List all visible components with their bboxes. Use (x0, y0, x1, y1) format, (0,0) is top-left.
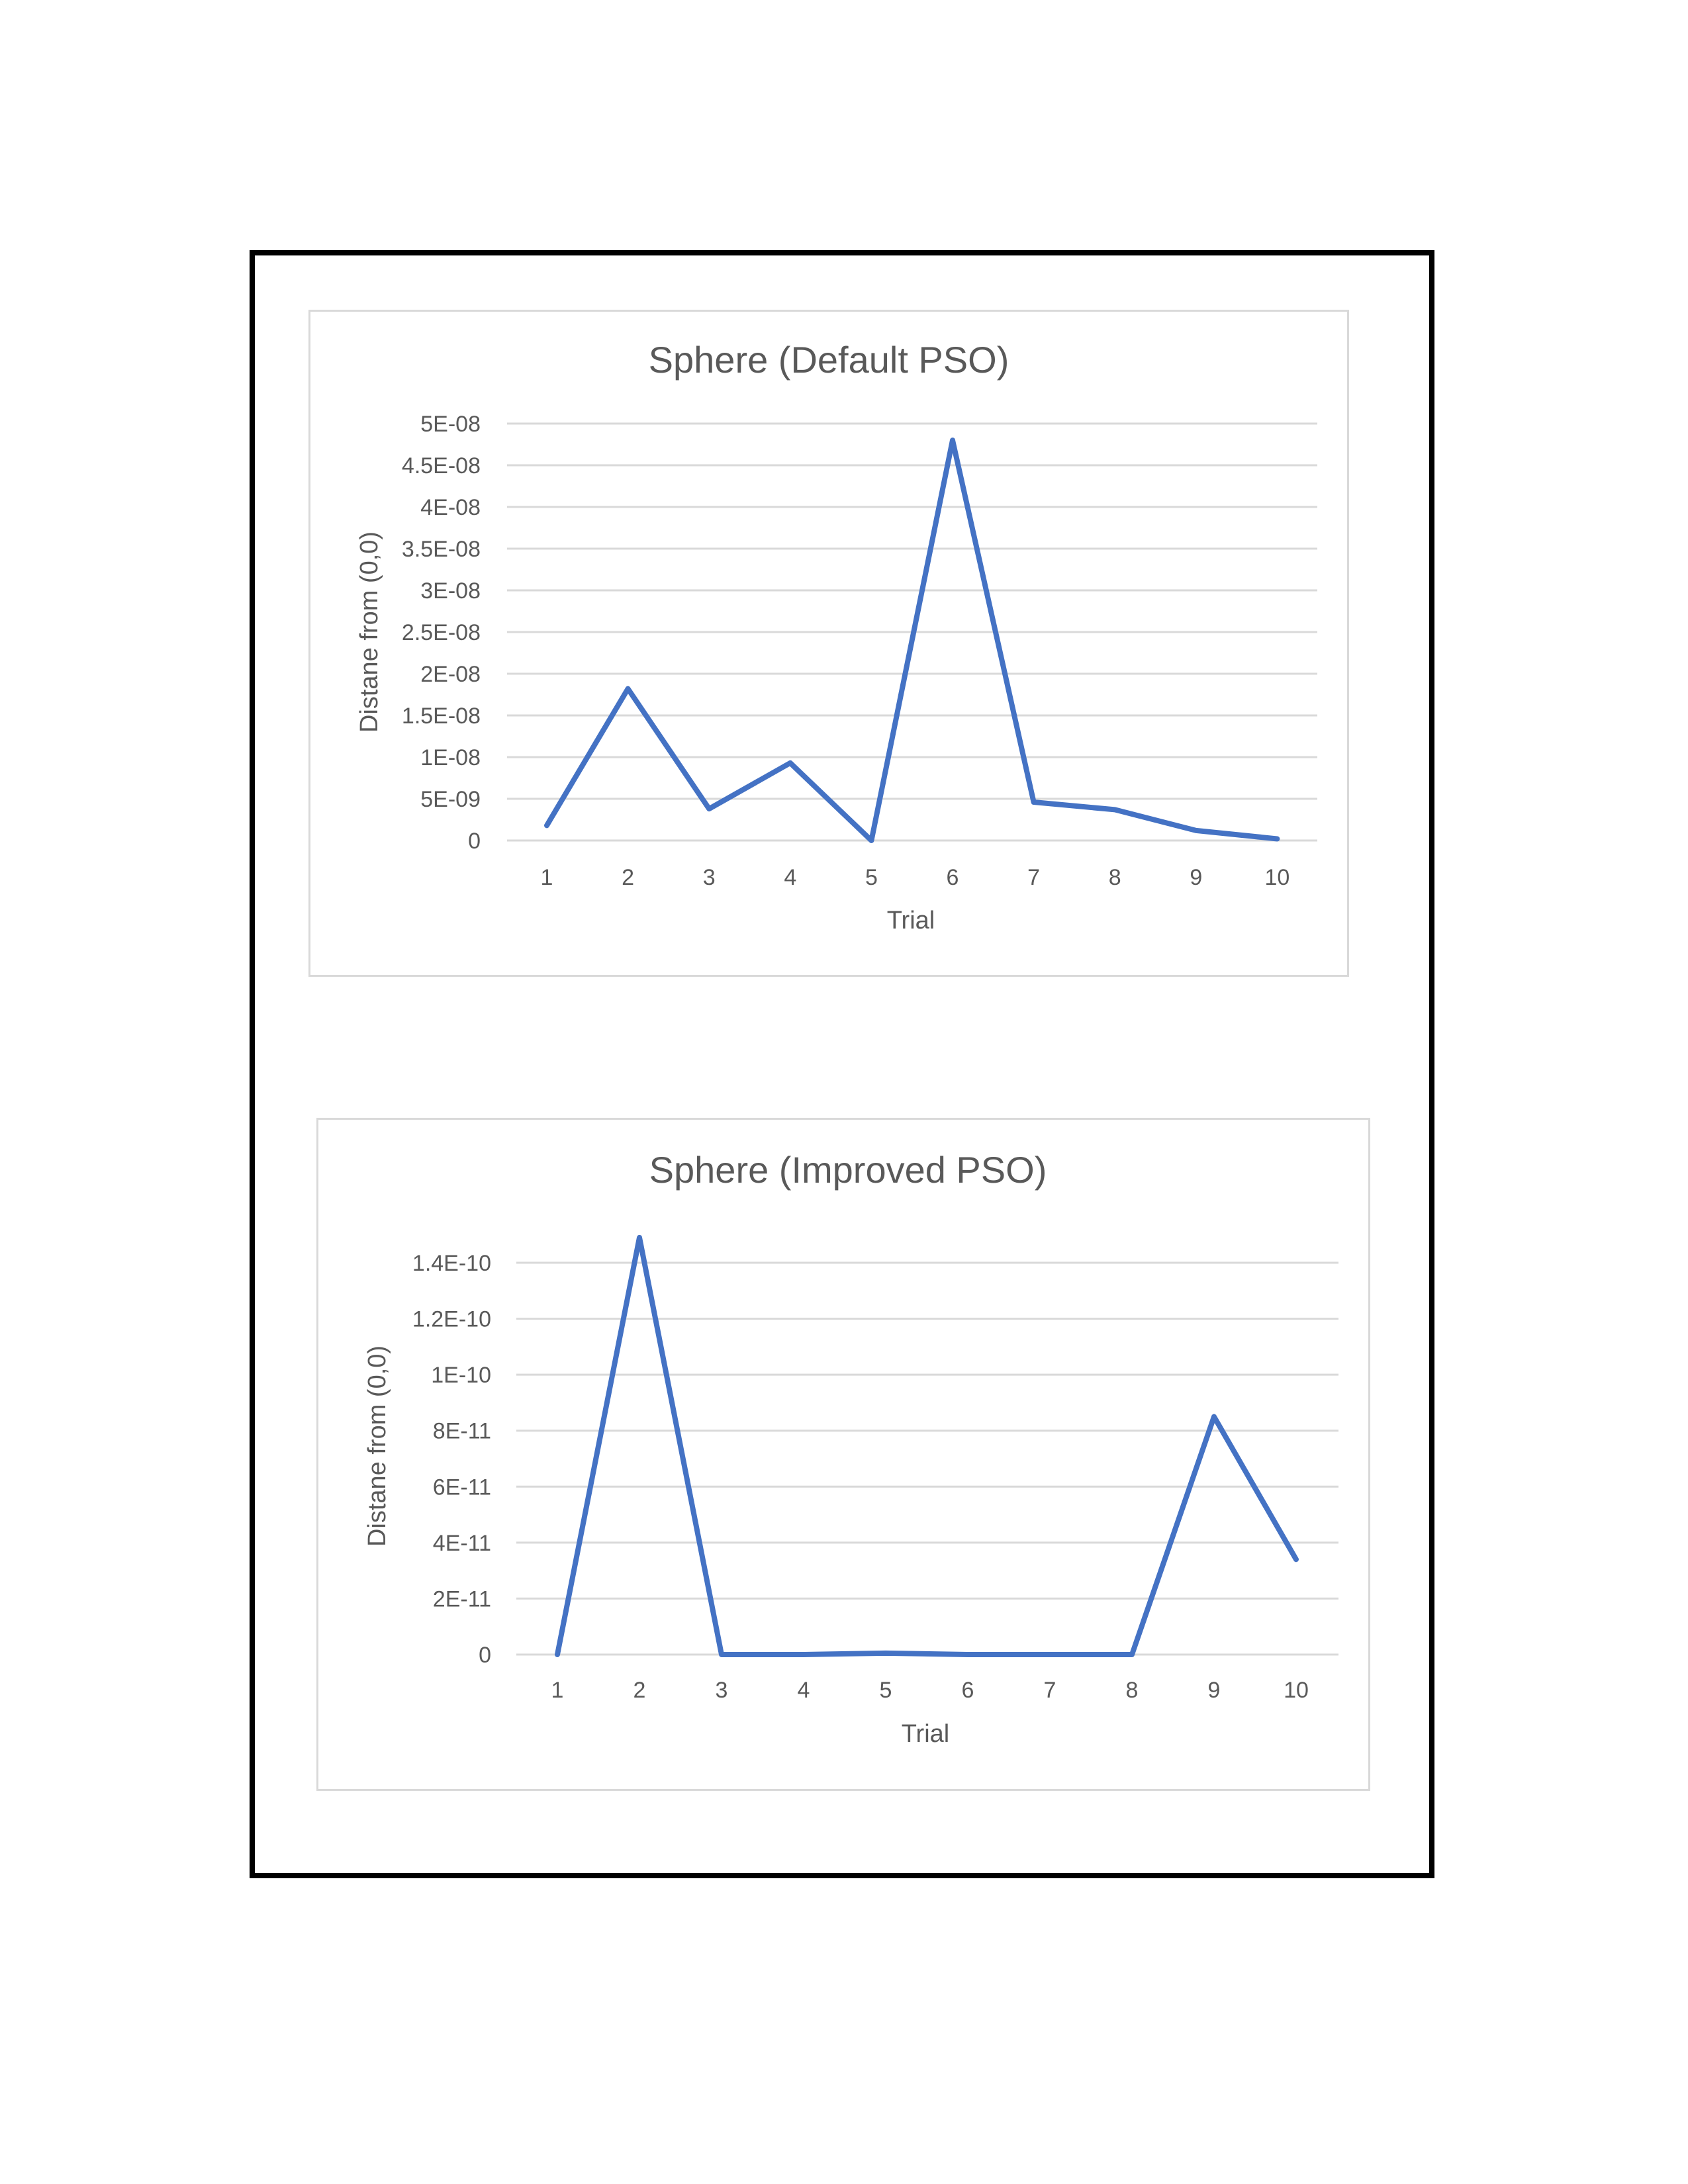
series-layer (555, 1234, 1299, 1657)
x-tick-label: 8 (1126, 1678, 1139, 1703)
x-axis-title: Trial (887, 907, 935, 934)
y-tick-label: 2E-08 (420, 662, 481, 687)
chart-title: Sphere (Improved PSO) (649, 1149, 1047, 1191)
y-tick-label: 5E-09 (420, 787, 481, 812)
x-tick-label: 6 (947, 865, 959, 890)
y-tick-label: 3.5E-08 (402, 537, 481, 562)
y-axis-title: Distane from (0,0) (363, 1345, 391, 1547)
x-tick-label: 9 (1208, 1678, 1221, 1703)
series-layer (544, 437, 1280, 843)
x-tick-label: 7 (1027, 865, 1040, 890)
x-tick-label: 1 (541, 865, 553, 890)
y-tick-label: 3E-08 (420, 578, 481, 604)
y-tick-label: 2E-11 (433, 1586, 491, 1612)
series-line (555, 1234, 1299, 1657)
x-tick-label: 6 (962, 1678, 974, 1703)
y-axis-ticks: 0 5E-09 1E-08 1.5E-08 2E-08 2.5E-08 3E-08 3.5E-… (402, 412, 481, 854)
x-axis-ticks: 1 2 3 4 5 6 7 8 9 10 (541, 865, 1290, 890)
gridlines (516, 1261, 1338, 1656)
y-axis-ticks: 0 2E-11 4E-11 6E-11 8E-11 1E-10 1.2E-10 1.4E-10 (412, 1251, 491, 1668)
x-tick-label: 2 (622, 865, 634, 890)
y-tick-label: 5E-08 (420, 412, 481, 437)
chart-title: Sphere (Default PSO) (649, 339, 1009, 381)
x-tick-label: 8 (1109, 865, 1121, 890)
series-line (544, 437, 1280, 843)
x-tick-label: 1 (551, 1678, 564, 1703)
x-tick-label: 5 (880, 1678, 892, 1703)
y-tick-label: 1.4E-10 (412, 1251, 491, 1276)
y-tick-label: 4E-11 (433, 1531, 491, 1556)
x-axis-ticks: 1 2 3 4 5 6 7 8 9 10 (551, 1678, 1309, 1703)
x-tick-label: 2 (633, 1678, 646, 1703)
x-tick-label: 7 (1044, 1678, 1056, 1703)
x-axis-title: Trial (902, 1720, 949, 1748)
x-tick-label: 10 (1264, 865, 1289, 890)
y-tick-label: 1.2E-10 (412, 1307, 491, 1332)
y-tick-label: 1.5E-08 (402, 704, 481, 729)
y-tick-label: 0 (468, 829, 481, 854)
y-tick-label: 4.5E-08 (402, 453, 481, 478)
y-tick-label: 6E-11 (433, 1475, 491, 1500)
y-tick-label: 8E-11 (433, 1419, 491, 1444)
x-tick-label: 4 (784, 865, 796, 890)
y-tick-label: 2.5E-08 (402, 620, 481, 645)
y-tick-label: 0 (479, 1643, 491, 1668)
x-tick-label: 10 (1284, 1678, 1309, 1703)
x-tick-label: 9 (1190, 865, 1202, 890)
x-tick-label: 5 (865, 865, 878, 890)
x-tick-label: 3 (703, 865, 716, 890)
y-tick-label: 1E-08 (420, 745, 481, 770)
y-tick-label: 4E-08 (420, 495, 481, 520)
outer-frame (250, 250, 1434, 1878)
y-axis-title: Distane from (0,0) (355, 531, 383, 733)
chart-default-pso (308, 310, 1349, 977)
y-tick-label: 1E-10 (431, 1363, 491, 1388)
x-tick-label: 4 (798, 1678, 810, 1703)
x-tick-label: 3 (716, 1678, 728, 1703)
chart-improved-pso (316, 1118, 1370, 1791)
